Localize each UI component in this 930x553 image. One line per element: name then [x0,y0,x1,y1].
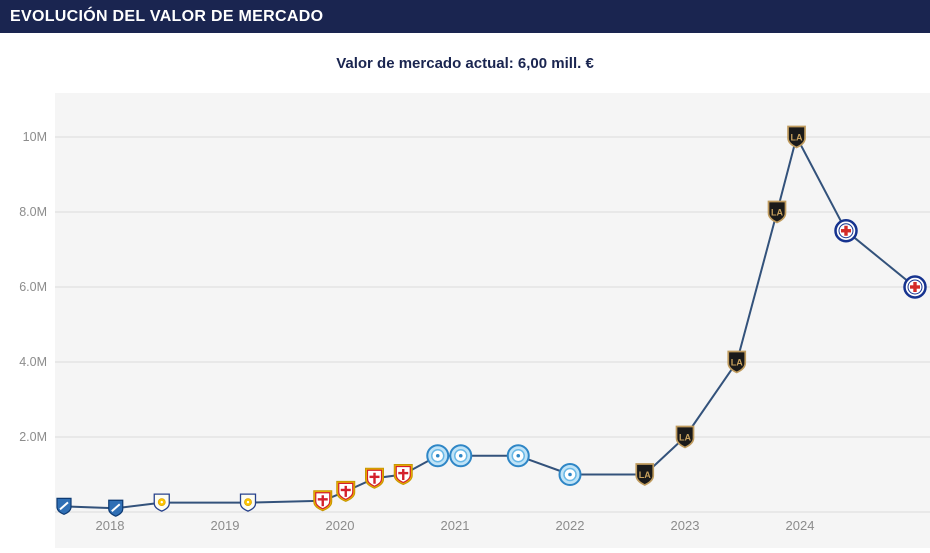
data-point-cruz-azul-crest-icon[interactable] [834,219,858,243]
data-point-lafc-crest-icon[interactable]: LA [787,125,806,149]
plot-area [55,93,930,548]
data-point-cruz-azul-crest-icon[interactable] [903,275,927,299]
data-point-ud-logrones-crest-icon[interactable] [313,490,333,512]
y-axis-label: 6.0M [19,280,47,294]
data-point-ud-logrones-crest-icon[interactable] [393,464,413,486]
data-point-ruch-chorzow-crest-icon[interactable] [56,497,72,516]
x-axis-label: 2023 [671,518,700,533]
data-point-ud-logrones-crest-icon[interactable] [336,480,356,502]
page-title: EVOLUCIÓN DEL VALOR DE MERCADO [10,7,324,25]
current-market-value: Valor de mercado actual: 6,00 mill. € [336,55,594,72]
page-header: EVOLUCIÓN DEL VALOR DE MERCADO [0,0,930,33]
y-axis-label: 8.0M [19,205,47,219]
x-axis-label: 2024 [786,518,815,533]
data-point-ud-ibiza-crest-icon[interactable] [449,444,473,468]
x-axis-label: 2020 [326,518,355,533]
data-point-ruch-chorzow-crest-icon[interactable] [108,499,124,517]
y-axis-label: 4.0M [19,355,47,369]
data-point-ud-logrones-crest-icon[interactable] [365,467,384,489]
svg-text:LA: LA [679,433,691,443]
y-axis-label: 10M [23,130,47,144]
svg-text:LA: LA [791,133,803,143]
data-point-ud-ibiza-crest-icon[interactable] [506,444,530,468]
svg-text:LA: LA [771,208,783,218]
x-axis-label: 2021 [441,518,470,533]
market-value-line-chart: 2.0M 4.0M 6.0M 8.0M 10M 2018 2019 2020 2021 2022 2… [19,93,930,548]
data-point-lafc-crest-icon[interactable]: LA [635,463,655,486]
data-point-leeds-united-crest-icon[interactable] [153,493,170,512]
market-value-chart: 2.0M 4.0M 6.0M 8.0M 10M 2018 2019 2020 2021 2022 2… [0,88,930,548]
svg-text:LA: LA [639,470,651,480]
y-axis-label: 2.0M [19,430,47,444]
x-axis-label: 2018 [96,518,125,533]
x-axis-label: 2019 [211,518,240,533]
data-point-lafc-crest-icon[interactable]: LA [767,200,787,224]
data-point-ud-ibiza-crest-icon[interactable] [426,444,450,468]
data-point-lafc-crest-icon[interactable]: LA [727,350,747,374]
x-axis-label: 2022 [556,518,585,533]
svg-text:LA: LA [731,358,743,368]
data-point-ud-ibiza-crest-icon[interactable] [558,463,582,486]
current-value-row: Valor de mercado actual: 6,00 mill. € [0,55,930,73]
data-point-leeds-united-crest-icon[interactable] [239,493,257,512]
data-point-lafc-crest-icon[interactable]: LA [675,425,695,449]
